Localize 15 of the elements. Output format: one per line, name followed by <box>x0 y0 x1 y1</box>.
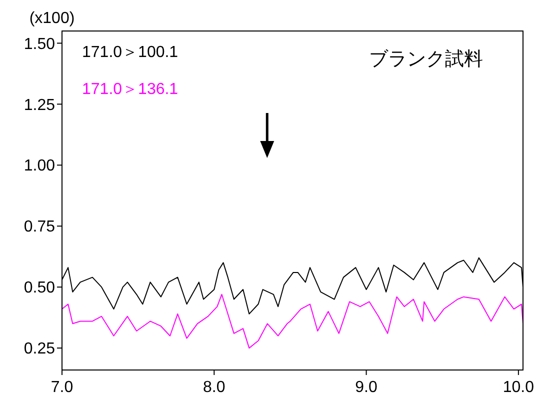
x-tick-label: 8.0 <box>203 379 226 396</box>
x-tick-label: 10.0 <box>502 379 534 396</box>
y-tick-label: 0.25 <box>24 340 56 358</box>
x-tick-label: 7.0 <box>50 379 74 396</box>
y-axis-title: (x100) <box>29 10 75 27</box>
y-tick-label: 0.50 <box>24 280 56 297</box>
y-tick-label: 1.50 <box>24 36 56 53</box>
text: ブランク試料 <box>369 48 483 70</box>
y-tick-label: 1.25 <box>24 96 56 114</box>
x-tick-label: 9.0 <box>355 379 378 396</box>
line-series <box>62 294 524 349</box>
y-tick-label: 0.75 <box>24 218 56 236</box>
y-tick-label: 1.00 <box>24 158 56 175</box>
text: 171.0＞136.1 <box>82 81 178 98</box>
text: 171.0＞100.1 <box>82 44 178 61</box>
